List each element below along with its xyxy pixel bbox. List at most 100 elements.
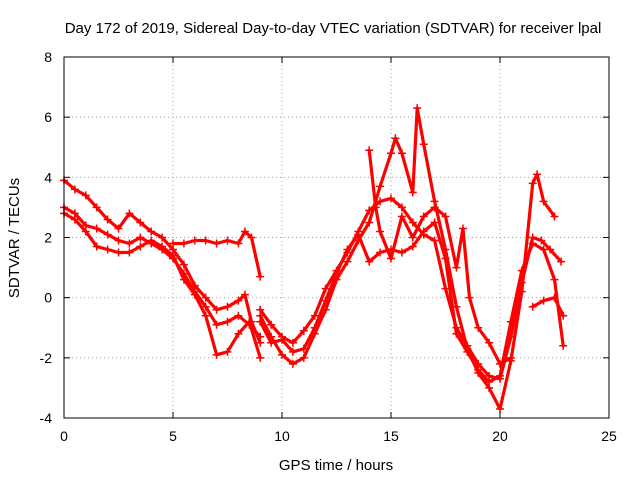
data-point-marker bbox=[245, 317, 254, 326]
data-point-marker bbox=[463, 347, 472, 356]
data-point-marker bbox=[201, 302, 210, 311]
axis-ticks bbox=[63, 56, 610, 419]
data-point-marker bbox=[441, 212, 450, 221]
data-point-marker bbox=[288, 338, 297, 347]
data-point-marker bbox=[234, 296, 243, 305]
data-point-marker bbox=[201, 236, 210, 245]
data-point-marker bbox=[288, 347, 297, 356]
data-point-marker bbox=[387, 149, 395, 158]
data-point-marker bbox=[458, 224, 467, 233]
data-point-marker bbox=[321, 296, 330, 305]
data-point-marker bbox=[256, 332, 265, 341]
data-point-marker bbox=[474, 365, 483, 374]
data-point-marker bbox=[103, 230, 112, 239]
data-point-marker bbox=[136, 218, 145, 227]
data-point-marker bbox=[528, 302, 537, 311]
data-point-marker bbox=[212, 350, 221, 359]
data-point-marker bbox=[267, 338, 276, 347]
data-point-marker bbox=[190, 290, 199, 299]
data-point-marker bbox=[299, 353, 308, 362]
data-point-marker bbox=[223, 317, 232, 326]
grid-lines bbox=[64, 57, 609, 418]
data-point-marker bbox=[147, 227, 156, 236]
data-point-marker bbox=[539, 245, 548, 254]
y-axis-label: SDTVAR / TECUs bbox=[6, 178, 23, 298]
data-point-marker bbox=[179, 260, 188, 269]
data-point-marker bbox=[430, 236, 439, 245]
data-point-marker bbox=[343, 257, 352, 266]
x-tick-labels: 0 5 10 15 20 25 bbox=[60, 428, 617, 444]
data-point-marker bbox=[397, 248, 406, 257]
data-point-marker bbox=[288, 359, 297, 368]
series-track-3 bbox=[60, 209, 265, 362]
data-point-marker bbox=[550, 293, 559, 302]
data-point-marker bbox=[256, 353, 265, 362]
data-point-marker bbox=[179, 239, 188, 248]
x-tick-label: 10 bbox=[274, 428, 290, 444]
data-point-marker bbox=[278, 350, 286, 359]
data-point-marker bbox=[201, 311, 210, 320]
data-point-marker bbox=[506, 353, 515, 362]
y-tick-label: -2 bbox=[40, 350, 53, 366]
x-tick-label: 0 bbox=[60, 428, 68, 444]
data-point-marker bbox=[158, 242, 167, 251]
data-point-marker bbox=[212, 320, 221, 329]
data-point-marker bbox=[452, 263, 461, 272]
data-point-marker bbox=[430, 203, 439, 212]
y-tick-label: -4 bbox=[40, 410, 53, 426]
data-point-marker bbox=[452, 329, 461, 338]
x-tick-label: 25 bbox=[601, 428, 617, 444]
data-point-marker bbox=[517, 287, 526, 296]
data-point-marker bbox=[413, 104, 422, 113]
series-track-9 bbox=[528, 293, 568, 320]
data-point-marker bbox=[247, 233, 256, 242]
data-point-marker bbox=[278, 335, 286, 344]
data-point-marker bbox=[114, 248, 123, 257]
y-tick-label: 8 bbox=[44, 49, 52, 65]
data-point-marker bbox=[201, 293, 210, 302]
data-point-marker bbox=[496, 371, 504, 380]
data-point-marker bbox=[70, 185, 79, 194]
data-point-marker bbox=[397, 149, 406, 158]
x-tick-label: 20 bbox=[492, 428, 508, 444]
data-point-marker bbox=[506, 317, 515, 326]
data-point-marker bbox=[256, 317, 265, 326]
data-point-marker bbox=[240, 290, 249, 299]
data-point-marker bbox=[391, 134, 400, 143]
data-point-marker bbox=[256, 272, 265, 281]
series-track-2 bbox=[60, 203, 265, 341]
data-point-marker bbox=[496, 359, 504, 368]
data-point-marker bbox=[517, 266, 526, 275]
data-point-marker bbox=[528, 179, 537, 188]
data-point-marker bbox=[234, 311, 243, 320]
data-point-marker bbox=[559, 341, 568, 350]
data-point-marker bbox=[550, 212, 559, 221]
data-point-marker bbox=[441, 284, 450, 293]
data-point-marker bbox=[419, 212, 428, 221]
data-point-marker bbox=[365, 257, 374, 266]
series-line bbox=[62, 178, 262, 345]
data-point-marker bbox=[465, 293, 474, 302]
data-point-marker bbox=[81, 227, 90, 236]
data-point-marker bbox=[267, 320, 276, 329]
data-point-marker bbox=[190, 236, 199, 245]
data-point-marker bbox=[528, 239, 537, 248]
data-point-marker bbox=[223, 236, 232, 245]
x-tick-label: 15 bbox=[383, 428, 399, 444]
data-point-marker bbox=[136, 233, 145, 242]
data-point-marker bbox=[397, 203, 406, 212]
data-point-marker bbox=[496, 404, 504, 413]
series-line bbox=[531, 296, 565, 318]
data-point-marker bbox=[419, 140, 428, 149]
y-tick-labels: -4 -2 0 2 4 6 8 bbox=[40, 49, 53, 426]
data-point-marker bbox=[365, 146, 374, 155]
data-point-marker bbox=[376, 182, 385, 191]
series-line bbox=[62, 205, 262, 339]
x-axis-label: GPS time / hours bbox=[279, 457, 393, 474]
x-tick-label: 5 bbox=[169, 428, 177, 444]
y-tick-label: 2 bbox=[44, 230, 52, 246]
data-point-marker bbox=[550, 275, 559, 284]
data-point-marker bbox=[408, 233, 417, 242]
data-point-marker bbox=[223, 347, 232, 356]
data-point-marker bbox=[485, 377, 494, 386]
